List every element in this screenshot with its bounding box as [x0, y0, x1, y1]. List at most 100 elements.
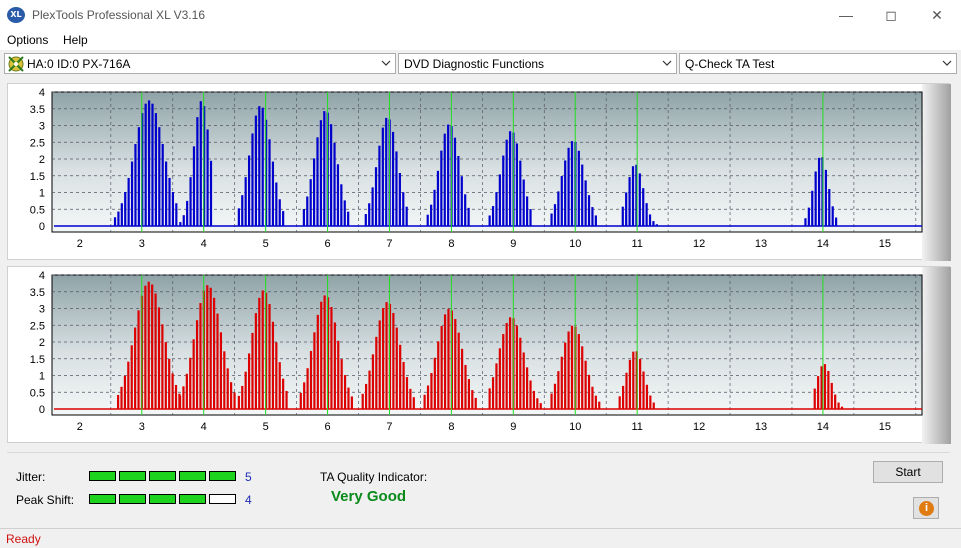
histogram-bar	[399, 344, 402, 409]
meter-segment	[119, 494, 146, 504]
y-tick-label: 0	[39, 221, 45, 233]
histogram-bar	[814, 171, 817, 226]
histogram-bar	[830, 382, 833, 409]
histogram-bar	[134, 327, 137, 409]
histogram-bar	[433, 357, 436, 409]
x-tick-label: 11	[631, 238, 642, 250]
histogram-bar	[642, 188, 645, 226]
histogram-bar	[495, 192, 498, 226]
y-tick-label: 3.5	[30, 287, 45, 299]
histogram-bar	[144, 285, 147, 409]
histogram-bar	[460, 176, 463, 226]
x-tick-label: 8	[448, 238, 454, 250]
histogram-bar	[137, 310, 140, 409]
histogram-bar	[165, 161, 168, 226]
histogram-bar	[323, 295, 326, 409]
histogram-bar	[144, 103, 147, 226]
histogram-bar	[508, 131, 512, 226]
menu-options[interactable]: Options	[7, 33, 49, 47]
histogram-bar	[343, 375, 347, 409]
x-tick-label: 10	[569, 421, 581, 433]
histogram-bar	[241, 195, 244, 226]
histogram-bar	[171, 373, 174, 409]
histogram-bar	[282, 378, 285, 409]
function-select-value: DVD Diagnostic Functions	[404, 57, 545, 71]
y-tick-label: 1	[39, 188, 45, 200]
histogram-bar	[639, 358, 642, 409]
histogram-bar	[430, 373, 433, 409]
maximize-button[interactable]: ◻	[885, 7, 897, 23]
status-bar: Ready	[0, 528, 961, 548]
histogram-bar	[591, 386, 594, 409]
histogram-bar	[175, 203, 178, 226]
histogram-bar	[330, 124, 333, 226]
histogram-bar	[278, 362, 281, 409]
histogram-bar	[313, 332, 316, 409]
histogram-bar	[820, 366, 823, 409]
histogram-bar	[268, 139, 271, 226]
histogram-bar	[539, 403, 542, 409]
histogram-bar	[199, 303, 202, 409]
histogram-bar	[618, 396, 621, 409]
histogram-bar	[244, 177, 247, 226]
function-select[interactable]: DVD Diagnostic Functions	[398, 53, 677, 74]
histogram-bar	[189, 177, 192, 226]
histogram-bar	[536, 398, 539, 409]
close-button[interactable]: ✕	[931, 7, 943, 23]
histogram-bar	[491, 377, 495, 409]
histogram-bar	[553, 383, 557, 409]
test-select[interactable]: Q-Check TA Test	[679, 53, 957, 74]
minimize-button[interactable]: —	[839, 7, 853, 23]
histogram-bar	[519, 160, 522, 226]
histogram-bar	[371, 354, 375, 409]
histogram-bar	[598, 401, 601, 409]
menu-help[interactable]: Help	[63, 33, 88, 47]
histogram-bar	[330, 306, 333, 409]
y-tick-label: 2	[39, 337, 45, 349]
histogram-bar	[828, 189, 831, 226]
histogram-bar	[381, 127, 384, 226]
y-tick-label: 1	[39, 371, 45, 383]
histogram-bar	[529, 209, 532, 226]
histogram-bar	[258, 297, 261, 409]
histogram-bar	[364, 213, 367, 226]
histogram-bar	[316, 314, 319, 409]
drive-select[interactable]: HA:0 ID:0 PX-716A	[4, 53, 396, 74]
y-tick-label: 0.5	[30, 387, 45, 399]
histogram-bar	[392, 312, 395, 409]
start-button[interactable]: Start	[873, 461, 943, 483]
meter-segment	[179, 494, 206, 504]
histogram-bar	[343, 200, 346, 226]
histogram-bar	[199, 101, 202, 226]
histogram-bar	[275, 342, 278, 409]
histogram-bar	[185, 373, 188, 409]
histogram-bar	[625, 192, 628, 226]
info-button[interactable]: i	[913, 497, 939, 519]
histogram-bar	[241, 385, 244, 409]
histogram-bar	[557, 191, 560, 226]
histogram-bar	[206, 285, 209, 409]
y-tick-label: 0.5	[30, 204, 45, 216]
histogram-bar	[581, 346, 584, 409]
histogram-bar	[464, 364, 467, 409]
menu-bar: Options Help	[0, 30, 961, 50]
histogram-bar	[447, 124, 450, 226]
histogram-bar	[271, 321, 275, 409]
histogram-bar	[179, 222, 182, 226]
histogram-bar	[361, 393, 364, 409]
histogram-bar	[385, 302, 388, 409]
histogram-bar	[436, 170, 440, 226]
histogram-bar	[196, 117, 199, 226]
x-tick-label: 6	[324, 238, 330, 250]
x-tick-label: 14	[817, 421, 829, 433]
histogram-bar	[567, 331, 570, 409]
histogram-bar	[147, 100, 151, 226]
status-text: Ready	[6, 532, 41, 546]
histogram-bar	[385, 117, 388, 226]
histogram-bar	[467, 379, 471, 409]
histogram-bar	[834, 394, 837, 409]
histogram-bar	[440, 150, 443, 226]
x-tick-label: 12	[693, 238, 705, 250]
histogram-bar	[168, 358, 171, 409]
x-tick-label: 3	[139, 421, 145, 433]
